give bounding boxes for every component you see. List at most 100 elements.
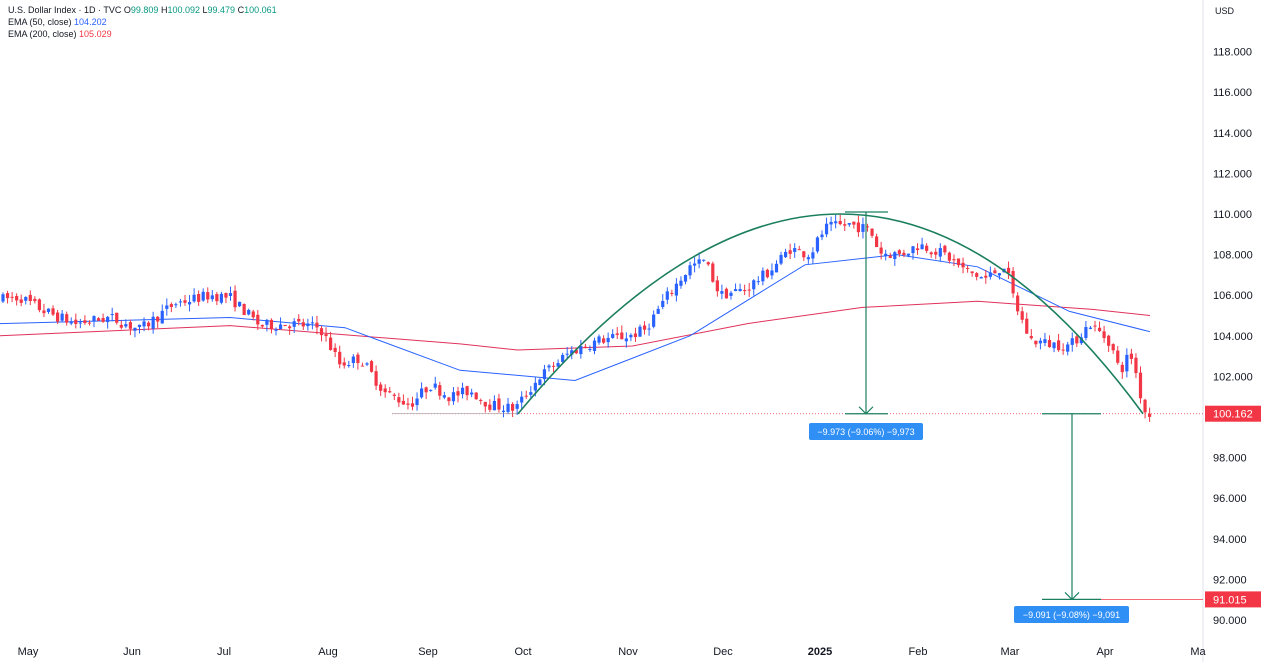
candle-body xyxy=(1070,338,1074,345)
candle-body xyxy=(224,293,228,298)
candle-body xyxy=(392,394,396,396)
time-axis[interactable]: May Jun Jul Aug Sep Oct Nov Dec 2025 Feb Mar Apr Ma xyxy=(18,646,1207,658)
candle-body xyxy=(1111,344,1115,351)
candle-body xyxy=(815,237,820,252)
candle-body xyxy=(60,313,64,321)
currency-label: USD xyxy=(1215,6,1235,16)
candle-body xyxy=(1129,353,1133,359)
candle-body xyxy=(834,221,838,224)
candle-body xyxy=(583,346,587,348)
symbol-label[interactable]: U.S. Dollar Index · 1D · TVC xyxy=(8,5,122,15)
candle-body xyxy=(1107,335,1111,346)
candle-body xyxy=(711,263,715,282)
candle-body xyxy=(738,289,742,292)
candle-body xyxy=(847,223,851,225)
candle-body xyxy=(119,324,123,328)
candle-body xyxy=(1088,327,1093,329)
candle-body xyxy=(592,340,597,352)
price-axis[interactable]: 90.00092.00094.00096.00098.000100.000102… xyxy=(1213,47,1253,627)
candle-body xyxy=(242,304,246,316)
candle-body xyxy=(533,382,537,391)
candle-body xyxy=(1038,340,1042,344)
price-tick-label: 102.000 xyxy=(1213,371,1253,383)
candle-body xyxy=(861,224,865,232)
candle-body xyxy=(884,253,888,256)
candle-body xyxy=(1134,357,1138,374)
price-tags: 100.162 91.015 xyxy=(1205,405,1261,608)
candle-body xyxy=(46,308,51,312)
candle-body xyxy=(975,273,979,277)
candle-body xyxy=(938,248,942,257)
candle-body xyxy=(993,270,997,274)
candle-body xyxy=(174,304,178,306)
price-tick-label: 92.000 xyxy=(1213,574,1247,586)
candle-body xyxy=(147,322,151,327)
candle-body xyxy=(292,321,296,327)
candle-body xyxy=(124,324,128,327)
candle-body xyxy=(369,361,374,372)
candle-body xyxy=(756,281,760,283)
candle-body xyxy=(219,293,223,303)
candle-body xyxy=(301,322,305,327)
candle-body xyxy=(611,334,615,338)
candle-body xyxy=(1057,340,1061,351)
candle-body xyxy=(429,389,433,391)
candle-body xyxy=(106,316,110,323)
candle-body xyxy=(620,332,624,340)
candle-body xyxy=(747,289,751,291)
candle-body xyxy=(624,338,628,342)
candle-body xyxy=(915,248,920,251)
ema200-label: EMA (200, close) xyxy=(8,29,77,39)
candle-body xyxy=(451,392,456,402)
candle-body xyxy=(506,403,510,412)
candle-body xyxy=(765,269,769,278)
price-tick-label: 90.000 xyxy=(1213,615,1247,627)
candle-body xyxy=(406,403,410,405)
target-price-tag-box xyxy=(1205,591,1261,608)
candle-body xyxy=(83,320,87,324)
candle-body xyxy=(925,245,929,251)
ema200-row[interactable]: EMA (200, close) 105.029 xyxy=(8,28,277,40)
candle-body xyxy=(315,322,319,328)
candle-body xyxy=(28,294,32,301)
candle-body xyxy=(820,234,824,238)
rounding-top-arc xyxy=(517,213,1144,415)
candle-body xyxy=(465,386,469,396)
time-tick-label: Apr xyxy=(1096,646,1113,658)
candle-body xyxy=(206,292,210,300)
candle-body xyxy=(342,362,346,366)
candle-body xyxy=(934,251,938,255)
candle-body xyxy=(911,246,915,254)
candle-body xyxy=(893,252,897,260)
candle-body xyxy=(524,395,528,397)
candle-body xyxy=(388,391,392,393)
candle-body xyxy=(306,323,310,327)
candle-body xyxy=(1125,354,1129,372)
candle-body xyxy=(479,399,483,401)
candle-body xyxy=(374,371,378,386)
candle-body xyxy=(210,295,214,300)
time-tick-label: Mar xyxy=(1001,646,1020,658)
candle-body xyxy=(92,316,96,322)
candle-body xyxy=(875,236,879,248)
candle-body xyxy=(574,349,578,354)
candle-body xyxy=(1025,318,1029,334)
candle-body xyxy=(365,363,369,365)
close-label: C xyxy=(237,5,245,15)
price-tick-label: 112.000 xyxy=(1213,168,1252,180)
time-tick-label: Sep xyxy=(418,646,438,658)
candle-body xyxy=(269,319,274,330)
candle-body xyxy=(347,365,351,367)
candle-body xyxy=(492,400,496,411)
candle-body xyxy=(456,391,460,396)
candle-body xyxy=(679,280,683,286)
candle-body xyxy=(647,328,651,330)
candle-body xyxy=(1079,337,1083,344)
candle-body xyxy=(33,298,37,302)
candle-body xyxy=(137,324,142,328)
candle-body xyxy=(51,308,55,315)
candle-body xyxy=(538,379,542,386)
candle-body xyxy=(838,220,842,225)
ema50-row[interactable]: EMA (50, close) 104.202 xyxy=(8,16,277,28)
